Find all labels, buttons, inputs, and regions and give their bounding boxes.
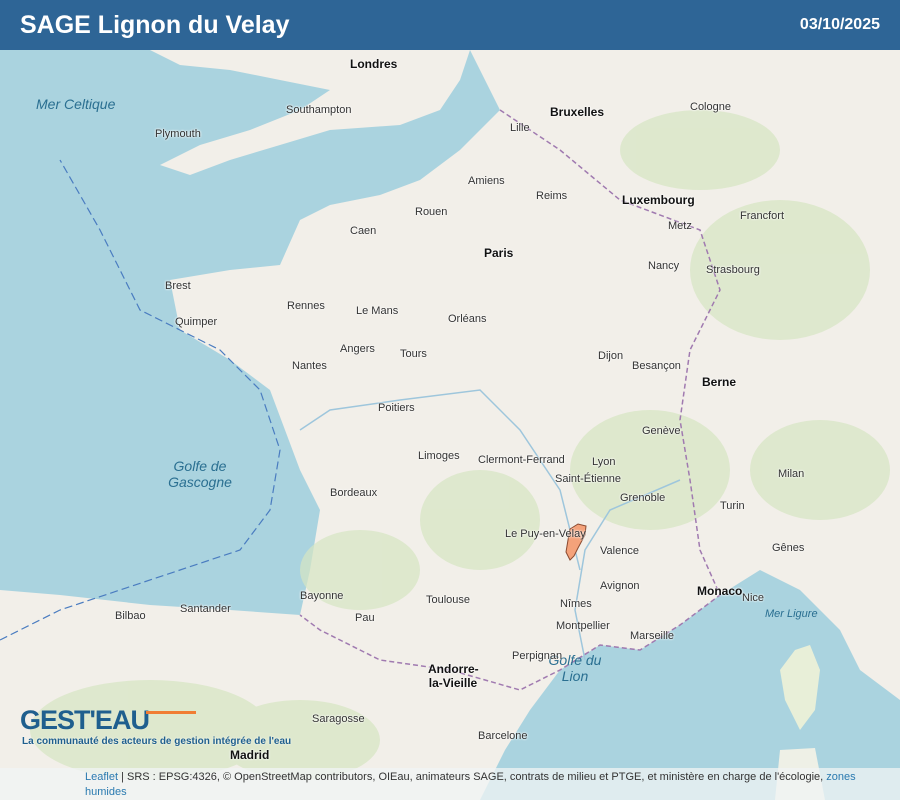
city-label: Perpignan: [512, 650, 563, 662]
land-uk: [150, 50, 470, 175]
date-label: 03/10/2025: [799, 16, 880, 33]
forest-areas: [30, 110, 890, 780]
header-bar: SAGE Lignon du Velay 03/10/2025: [0, 0, 900, 50]
city-label: Orléans: [448, 313, 487, 325]
city-label: Nice: [742, 592, 765, 604]
city-label: Clermont-Ferrand: [478, 454, 565, 466]
logo-text: GEST'EAU: [20, 705, 150, 735]
city-label: Grenoble: [620, 492, 666, 504]
city-label: Cologne: [690, 101, 731, 113]
city-label: Limoges: [418, 450, 460, 462]
france-border: [299, 109, 721, 691]
city-label: Bilbao: [115, 610, 146, 622]
city-label: Avignon: [600, 580, 640, 592]
city-label: Pau: [355, 612, 375, 624]
city-label: Saragosse: [312, 713, 365, 725]
basemap: [0, 50, 900, 800]
city-label: Toulouse: [426, 594, 471, 606]
city-label: Santander: [180, 603, 231, 615]
city-label: Besançon: [632, 360, 681, 372]
map-attribution: Leaflet | SRS : EPSG:4326, © OpenStreetM…: [0, 768, 900, 800]
city-label: Angers: [340, 343, 375, 355]
city-label: Montpellier: [556, 620, 610, 632]
attribution-text: | SRS : EPSG:4326, © OpenStreetMap contr…: [118, 771, 827, 783]
city-label: Nantes: [292, 360, 327, 372]
river-loire: [299, 389, 581, 571]
city-label: Genève: [642, 425, 681, 437]
city-label: Tours: [400, 348, 427, 360]
logo-tagline: La communauté des acteurs de gestion int…: [22, 736, 292, 747]
city-label: Saint-Étienne: [555, 473, 622, 485]
capital-label: Monaco: [697, 584, 743, 598]
city-label: Le Mans: [356, 305, 399, 317]
city-label: Nîmes: [560, 598, 592, 610]
city-label: Brest: [165, 280, 191, 292]
land-corsica: [780, 645, 820, 730]
city-label: Francfort: [740, 210, 785, 222]
city-label: Turin: [720, 500, 745, 512]
maritime-boundary: [0, 159, 281, 641]
city-label: Gênes: [772, 542, 805, 554]
capital-label: Luxembourg: [622, 193, 695, 207]
city-label: Southampton: [286, 104, 352, 116]
city-label: Caen: [350, 225, 377, 237]
city-label: Lille: [510, 122, 530, 134]
city-label: Rennes: [287, 300, 325, 312]
logo-accent-bar: [146, 711, 196, 714]
sea-label: Mer Celtique: [36, 96, 116, 112]
leaflet-link[interactable]: Leaflet: [85, 771, 119, 783]
sage-area-polygon[interactable]: [565, 523, 587, 561]
city-label: Rouen: [415, 206, 448, 218]
capital-label: Andorre-la-Vieille: [428, 662, 479, 690]
city-label: Reims: [536, 190, 568, 202]
city-label: Lyon: [592, 456, 616, 468]
gesteau-logo[interactable]: GEST'EAU La communauté des acteurs de ge…: [20, 705, 291, 747]
city-label: Quimper: [175, 316, 218, 328]
sea-mediterranean: [480, 570, 900, 800]
city-label: Nancy: [648, 260, 680, 272]
capital-label: Londres: [350, 57, 398, 71]
city-label: Plymouth: [155, 128, 201, 140]
capital-label: Madrid: [230, 748, 270, 762]
city-label: Bayonne: [300, 590, 344, 602]
city-label: Marseille: [630, 630, 675, 642]
map-view[interactable]: Mer Celtique Golfe de Gascogne Golfe du …: [0, 50, 900, 800]
page-title: SAGE Lignon du Velay: [20, 10, 290, 39]
city-label: Milan: [778, 468, 805, 480]
river-rhone: [574, 479, 681, 661]
sea-label: Mer Ligure: [765, 608, 818, 620]
city-label: Dijon: [598, 350, 624, 362]
sea-label: Golfe du Lion: [548, 652, 602, 684]
capital-label: Paris: [484, 246, 514, 260]
city-label: Le Puy-en-Velay: [505, 528, 586, 540]
zones-humides-link[interactable]: zones humides: [85, 771, 856, 798]
city-label: Metz: [668, 220, 692, 232]
capital-label: Bruxelles: [550, 105, 605, 119]
city-label: Amiens: [468, 175, 505, 187]
sea-label: Golfe de Gascogne: [168, 458, 232, 490]
city-label: Poitiers: [378, 402, 415, 414]
capital-label: Berne: [702, 375, 737, 389]
land-continent: [0, 50, 900, 800]
city-label: Strasbourg: [706, 264, 760, 276]
city-label: Barcelone: [478, 730, 528, 742]
city-label: Bordeaux: [330, 487, 378, 499]
city-label: Valence: [600, 545, 639, 557]
